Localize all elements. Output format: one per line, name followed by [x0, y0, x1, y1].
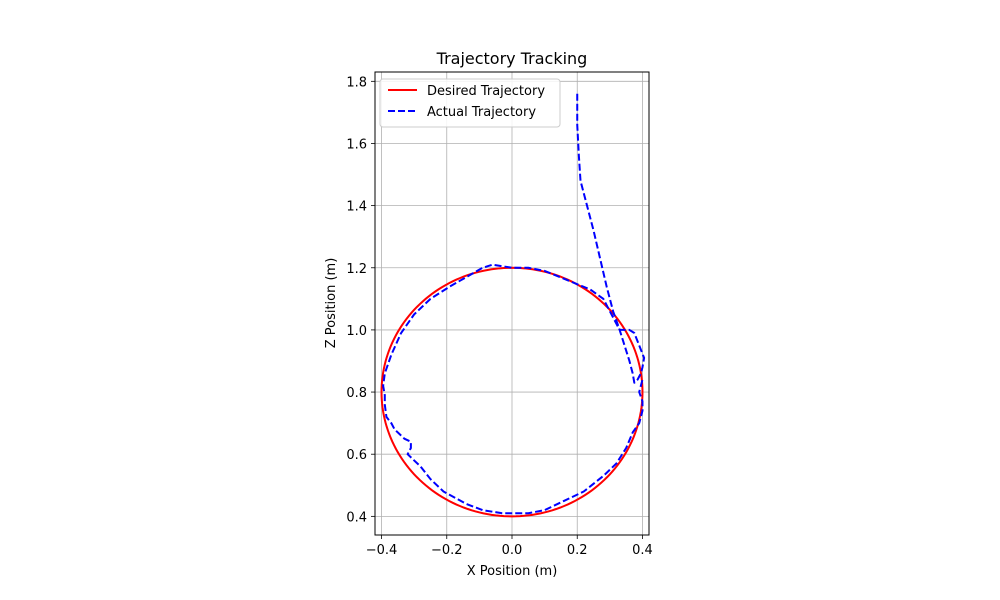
- y-axis-label: Z Position (m): [324, 258, 339, 349]
- axis-ticks: −0.4 −0.2 0.0 0.2 0.4 0.4 0.6 0.8 1.0 1.2 1.4 1.6 1.…: [346, 75, 653, 558]
- y-tick-label: 0.6: [346, 448, 367, 463]
- y-tick-label: 1.4: [346, 200, 367, 215]
- y-tick-label: 1.8: [346, 75, 367, 90]
- legend-box: [379, 78, 561, 128]
- y-tick-label: 1.0: [346, 324, 367, 339]
- y-tick-label: 1.6: [346, 137, 367, 152]
- x-tick-label: 0.4: [632, 543, 653, 558]
- y-tick-label: 0.4: [346, 510, 367, 525]
- chart-title: Trajectory Tracking: [436, 49, 588, 68]
- x-tick-label: −0.4: [366, 543, 398, 558]
- legend-actual-label: Actual Trajectory: [427, 105, 536, 120]
- actual-trajectory-line: [382, 93, 646, 515]
- x-tick-label: −0.2: [431, 543, 463, 558]
- legend: Desired Trajectory Actual Trajectory: [379, 78, 561, 128]
- y-tick-label: 0.8: [346, 386, 367, 401]
- x-tick-label: 0.2: [567, 543, 588, 558]
- legend-desired-label: Desired Trajectory: [427, 84, 545, 99]
- y-tick-label: 1.2: [346, 262, 367, 277]
- x-tick-label: 0.0: [502, 543, 523, 558]
- x-axis-label: X Position (m): [467, 564, 558, 579]
- actual-trajectory-series: [382, 93, 646, 515]
